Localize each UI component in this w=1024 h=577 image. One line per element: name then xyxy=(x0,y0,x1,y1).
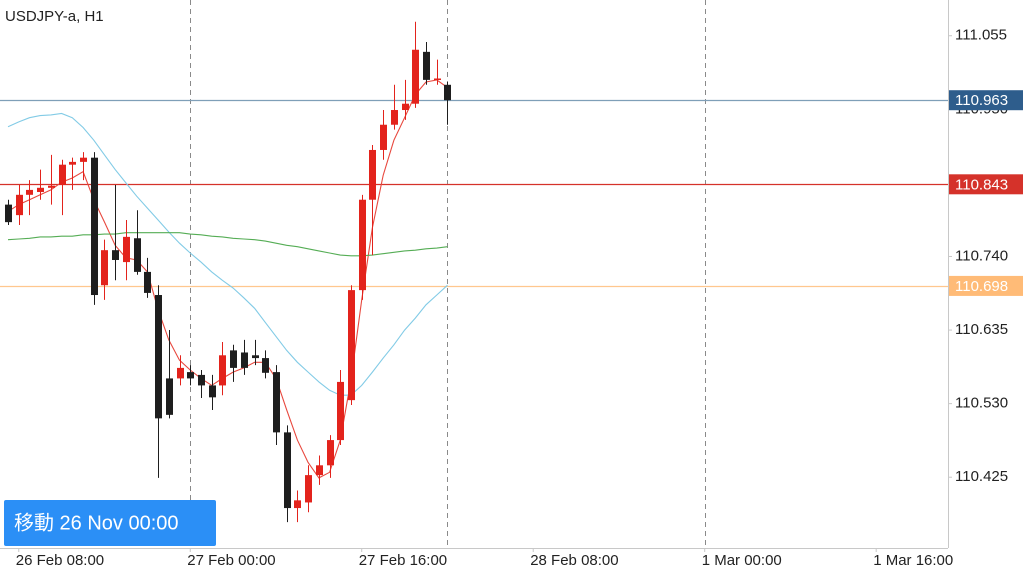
candle-body xyxy=(252,355,259,359)
candle-body xyxy=(48,185,55,188)
y-tick-label: 110.530 xyxy=(955,395,1008,412)
candle-body xyxy=(284,432,291,509)
candle-body xyxy=(444,84,451,101)
candle-body xyxy=(59,164,66,186)
x-tick-label: 27 Feb 00:00 xyxy=(187,552,275,569)
candle-body xyxy=(187,372,194,379)
candle-body xyxy=(391,110,398,125)
price-box xyxy=(949,90,1023,111)
candle-body xyxy=(337,381,344,441)
plot-area xyxy=(0,0,948,548)
price-box xyxy=(949,174,1023,195)
candle-body xyxy=(402,103,409,111)
candle-body xyxy=(155,295,162,419)
x-tick-label: 28 Feb 08:00 xyxy=(530,552,618,569)
x-tick-label: 1 Mar 16:00 xyxy=(873,552,953,569)
candle-body xyxy=(380,124,387,150)
price-box xyxy=(949,275,1023,296)
goto-button-bg[interactable] xyxy=(4,500,216,546)
candle-body xyxy=(294,500,301,509)
indicator-line xyxy=(7,232,448,257)
y-tick-label: 110.740 xyxy=(955,247,1008,264)
candle-body xyxy=(123,236,130,263)
y-tick-label: 110.425 xyxy=(955,468,1008,485)
goto-button[interactable]: 移動 26 Nov 00:00 xyxy=(4,500,216,546)
candle-body xyxy=(144,271,151,293)
candle-body xyxy=(434,78,441,80)
candle-body xyxy=(273,372,280,433)
candle-body xyxy=(16,194,23,216)
price-box-label: 110.698 xyxy=(955,278,1008,295)
candle-body xyxy=(101,250,108,286)
candle-body xyxy=(348,290,355,401)
price-box-label: 110.963 xyxy=(955,92,1008,109)
candle-body xyxy=(262,358,269,373)
candle-body xyxy=(359,199,366,291)
price-box-label: 110.843 xyxy=(955,176,1008,193)
indicator-line xyxy=(7,79,448,479)
candle-body xyxy=(209,385,216,398)
x-tick-label: 27 Feb 16:00 xyxy=(359,552,447,569)
candle-body xyxy=(219,355,226,386)
y-tick-label: 110.635 xyxy=(955,321,1008,338)
candle-body xyxy=(91,157,98,296)
y-tick-label: 111.055 xyxy=(955,27,1007,44)
candle-body xyxy=(316,465,323,476)
candle-body xyxy=(26,189,33,195)
goto-button-label[interactable]: 移動 26 Nov 00:00 xyxy=(14,511,179,534)
candle-body xyxy=(80,157,87,162)
candle-body xyxy=(423,51,430,80)
candle-body xyxy=(327,440,334,466)
candle-body xyxy=(369,149,376,200)
candle-body xyxy=(5,204,12,223)
candle-body xyxy=(134,238,141,272)
candle-body xyxy=(37,187,44,193)
chart-title: USDJPY-a, H1 xyxy=(5,8,104,25)
candle-body xyxy=(166,378,173,415)
candle-body xyxy=(112,250,119,260)
candle-body xyxy=(177,367,184,379)
candle-body xyxy=(241,352,248,368)
candle-body xyxy=(305,475,312,503)
candle-body xyxy=(412,49,419,104)
indicator-line xyxy=(7,112,448,396)
candle-body xyxy=(198,374,205,386)
candle-body xyxy=(69,161,76,165)
candle-body xyxy=(230,350,237,368)
x-tick-label: 1 Mar 00:00 xyxy=(702,552,782,569)
x-tick-label: 26 Feb 08:00 xyxy=(16,552,104,569)
